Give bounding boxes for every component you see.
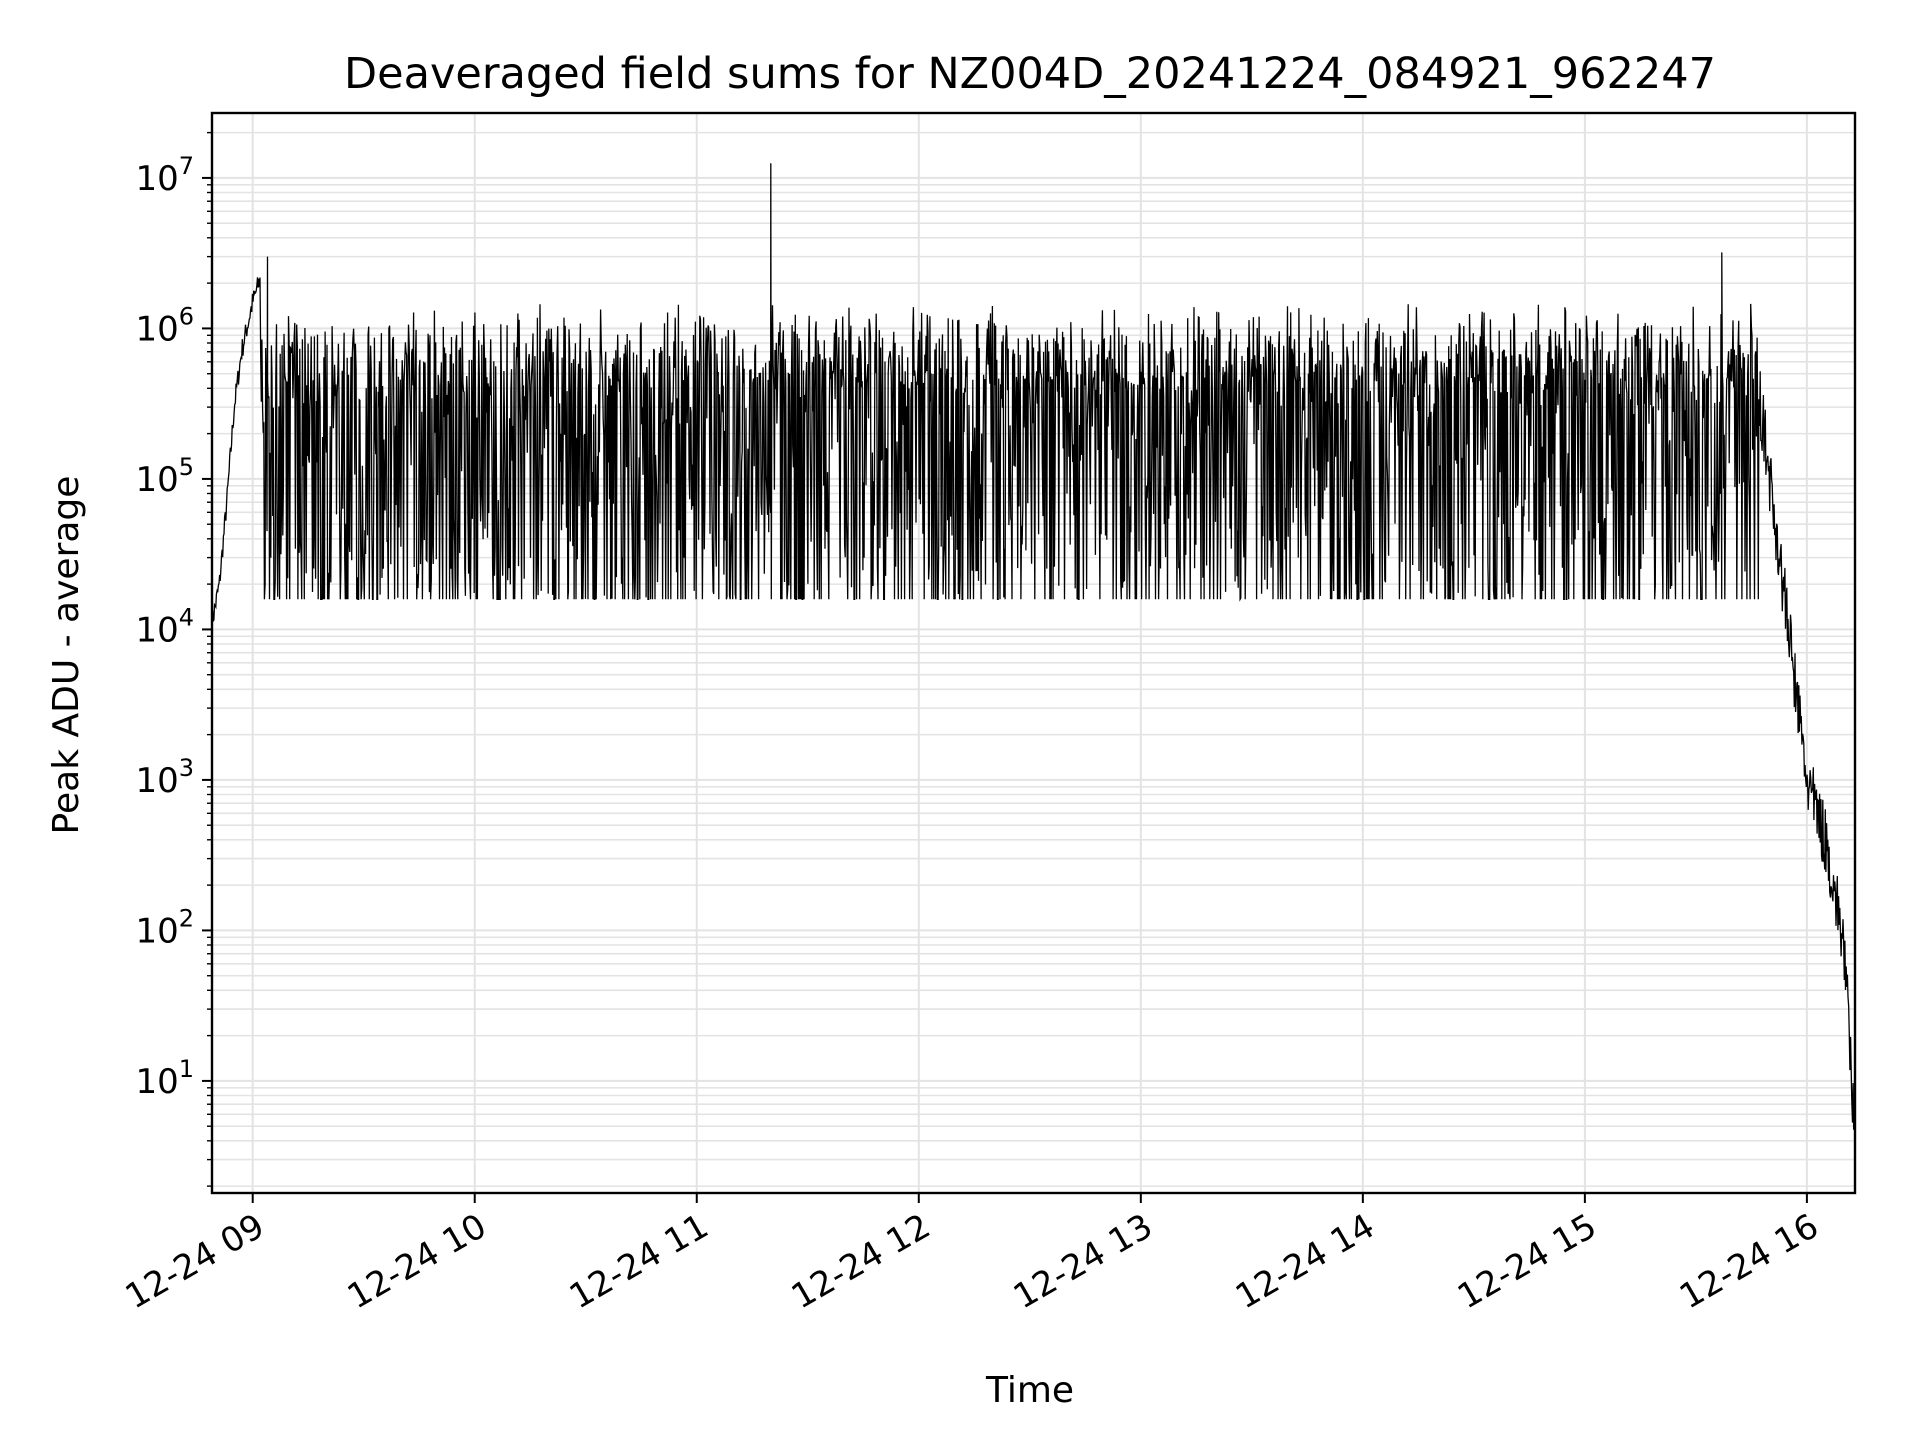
x-axis-label: Time bbox=[985, 1370, 1074, 1411]
data-series-line bbox=[211, 163, 1856, 1145]
y-tick-label: 103 bbox=[135, 754, 194, 801]
y-tick-label: 106 bbox=[135, 302, 194, 349]
series-layer bbox=[211, 163, 1856, 1145]
y-tick-label: 101 bbox=[135, 1055, 194, 1102]
y-axis-label: Peak ADU - average bbox=[46, 476, 87, 835]
y-tick-label: 104 bbox=[135, 603, 194, 650]
y-tick-label: 105 bbox=[135, 453, 194, 500]
chart-title: Deaveraged field sums for NZ004D_2024122… bbox=[344, 49, 1716, 99]
y-tick-label: 102 bbox=[135, 904, 194, 951]
y-tick-label: 107 bbox=[135, 152, 194, 199]
